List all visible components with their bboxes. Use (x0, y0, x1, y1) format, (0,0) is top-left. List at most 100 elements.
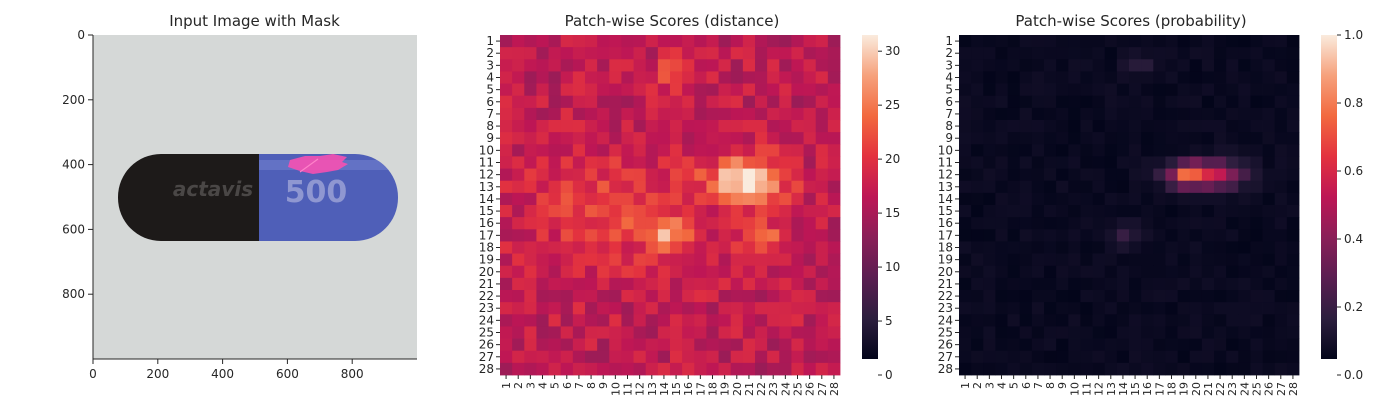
heatmap-cell (718, 362, 732, 376)
heatmap-cell (1262, 350, 1276, 364)
heatmap-cell (1238, 290, 1251, 303)
heatmap-cell (1080, 362, 1093, 376)
heatmap-cell (1019, 144, 1033, 157)
heatmap-cell (815, 71, 829, 84)
heatmap-cell (1141, 107, 1154, 121)
heatmap-cell (1104, 107, 1118, 121)
heatmap-cell (1262, 217, 1276, 230)
heatmap-cell (767, 95, 780, 109)
col-tick-label: 26 (1263, 382, 1276, 396)
heatmap-cell (512, 35, 525, 48)
heatmap-cell (791, 350, 804, 364)
heatmap-cell (633, 253, 647, 267)
heatmap-cell (633, 120, 647, 133)
heatmap-cell (1044, 180, 1057, 194)
col-tick-label: 26 (804, 382, 817, 396)
heatmap-cell (1201, 180, 1215, 194)
heatmap-cell (1153, 71, 1166, 84)
heatmap-cell (1177, 241, 1191, 254)
col-tick-label: 23 (1226, 382, 1239, 396)
heatmap-cell (609, 205, 622, 218)
heatmap-cell (1092, 362, 1106, 376)
heatmap-cell (1286, 229, 1300, 242)
heatmap-cell (500, 217, 513, 230)
heatmap-cell (706, 59, 719, 72)
heatmap-cell (1044, 205, 1057, 218)
heatmap-cell (536, 192, 549, 206)
colorbar-tick-label: 0.0 (1344, 368, 1363, 382)
heatmap-cell (1286, 35, 1300, 48)
heatmap-cell (609, 338, 622, 352)
heatmap-cell (791, 217, 804, 230)
heatmap-cell (1044, 326, 1057, 339)
heatmap-cell (755, 192, 768, 206)
heatmap-cell (572, 168, 586, 182)
heatmap-cell (536, 107, 549, 121)
heatmap-cell (645, 59, 659, 72)
heatmap-cell (1044, 59, 1057, 72)
heatmap-cell (755, 290, 768, 303)
heatmap-cell (971, 120, 984, 133)
heatmap-cell (1092, 217, 1106, 230)
heatmap-cell (1092, 302, 1106, 315)
heatmap-cell (1274, 71, 1288, 84)
heatmap-cell (1056, 83, 1069, 97)
heatmap-cell (1031, 168, 1045, 182)
heatmap-cell (791, 168, 804, 182)
heatmap-cell (1068, 217, 1081, 230)
heatmap-cell (597, 95, 610, 109)
heatmap-cell (1031, 120, 1045, 133)
heatmap-cell (1104, 192, 1118, 206)
heatmap-cell (1262, 132, 1276, 145)
heatmap-cell (1104, 217, 1118, 230)
heatmap-cell (585, 132, 598, 145)
heatmap-cell (1165, 241, 1178, 254)
heatmap-cell (645, 277, 659, 291)
heatmap-cell (597, 277, 610, 291)
heatmap-cell (1056, 59, 1069, 72)
heatmap-cell (1165, 338, 1178, 352)
heatmap-cell (1226, 265, 1239, 279)
heatmap-cell (1165, 59, 1178, 72)
heatmap-cell (1250, 59, 1263, 72)
heatmap-cell (1189, 180, 1203, 194)
heatmap-cell (500, 83, 513, 97)
heatmap-cell (1019, 362, 1033, 376)
heatmap-cell (670, 277, 683, 291)
heatmap-cell (572, 132, 586, 145)
col-tick-label: 7 (1032, 382, 1045, 389)
heatmap-cell (1080, 132, 1093, 145)
heatmap-cell (730, 168, 744, 182)
heatmap-cell (682, 71, 695, 84)
heatmap-cell (1116, 95, 1130, 109)
heatmap-cell (1189, 83, 1203, 97)
heatmap-cell (742, 144, 756, 157)
heatmap-cell (803, 362, 817, 376)
heatmap-cell (1262, 120, 1276, 133)
col-tick-label: 16 (682, 382, 695, 396)
heatmap-cell (572, 192, 586, 206)
heatmap-cell (1226, 302, 1239, 315)
heatmap-cell (1056, 302, 1069, 315)
heatmap-cell (597, 132, 610, 145)
heatmap-cell (1250, 107, 1263, 121)
heatmap-cell (1129, 302, 1142, 315)
heatmap-cell (585, 277, 598, 291)
heatmap-cell (1092, 71, 1106, 84)
heatmap-cell (633, 314, 647, 327)
heatmap-cell (585, 47, 598, 60)
heatmap-cell (718, 217, 732, 230)
heatmap-cell (1226, 253, 1239, 267)
heatmap-cell (536, 95, 549, 109)
heatmap-cell (1201, 47, 1215, 60)
heatmap-cell (827, 277, 841, 291)
heatmap-cell (1153, 132, 1166, 145)
heatmap-cell (621, 95, 634, 109)
col-tick-label: 1 (500, 382, 513, 389)
heatmap-cell (730, 35, 744, 48)
heatmap-cell (983, 35, 996, 48)
heatmap-cell (1153, 144, 1166, 157)
heatmap-cell (803, 338, 817, 352)
colorbar-tick-label: 15 (885, 206, 900, 220)
heatmap-cell (1141, 47, 1154, 60)
